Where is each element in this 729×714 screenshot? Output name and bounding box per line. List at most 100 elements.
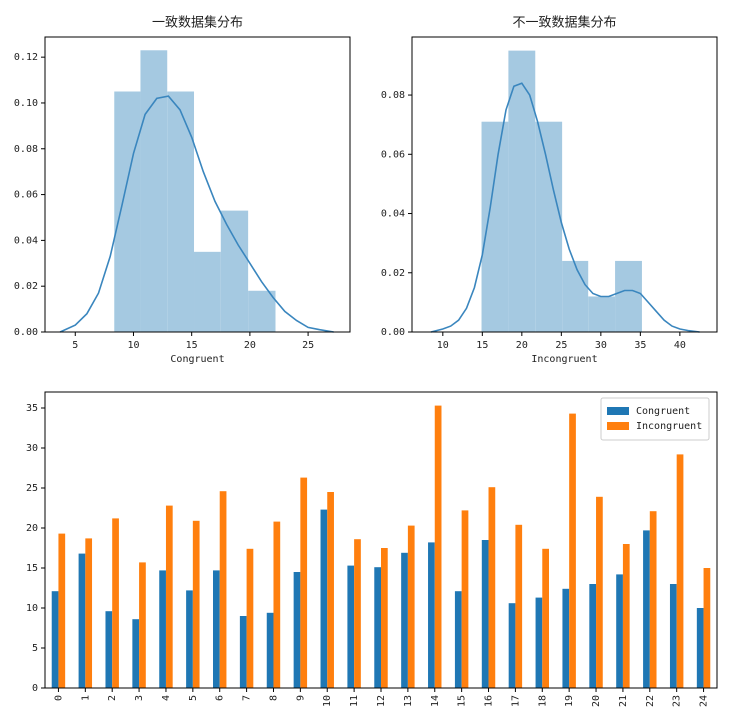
- bar: [535, 597, 543, 688]
- y-tick-label: 0.02: [381, 268, 405, 279]
- bar: [219, 491, 227, 688]
- x-tick-label: 16: [484, 695, 495, 707]
- x-tick-label: 3: [134, 695, 145, 701]
- x-tick-label: 9: [295, 695, 306, 701]
- x-axis-label: Congruent: [170, 354, 224, 365]
- bar: [703, 568, 711, 688]
- x-tick-label: 15: [186, 340, 198, 351]
- histogram-bar: [562, 260, 589, 332]
- x-tick-label: 17: [510, 695, 521, 707]
- x-tick-label: 14: [430, 695, 441, 707]
- bar: [374, 567, 381, 688]
- x-tick-label: 40: [674, 340, 686, 351]
- x-tick-label: 35: [634, 340, 646, 351]
- bar: [266, 612, 274, 688]
- bar: [354, 539, 361, 688]
- bar: [381, 548, 388, 688]
- x-tick-label: 10: [437, 340, 449, 351]
- x-tick-label: 20: [591, 695, 602, 707]
- bar: [347, 565, 355, 688]
- histogram-bar: [615, 260, 642, 332]
- bar: [165, 505, 173, 688]
- bar: [132, 619, 140, 688]
- bar: [58, 533, 66, 688]
- x-tick-label: 5: [72, 340, 78, 351]
- bar: [159, 570, 166, 688]
- y-tick-label: 0.04: [14, 235, 38, 246]
- bar: [186, 590, 193, 688]
- bar: [643, 530, 650, 688]
- bar: [320, 509, 328, 688]
- histogram-bar: [114, 91, 141, 333]
- histogram-bar: [220, 210, 249, 332]
- bar: [454, 591, 462, 688]
- bar: [649, 511, 657, 688]
- axes-frame: [44, 36, 351, 333]
- histogram-bar: [194, 251, 221, 332]
- y-tick-label: 0.08: [14, 144, 38, 155]
- x-tick-label: 23: [672, 695, 683, 707]
- chart-title: 一致数据集分布: [152, 15, 243, 31]
- y-tick-label: 0.08: [381, 90, 405, 101]
- legend-box: [600, 397, 710, 441]
- y-tick-label: 5: [32, 643, 38, 654]
- x-tick-label: 19: [564, 695, 575, 707]
- bar: [669, 584, 677, 688]
- x-tick-label: 10: [322, 695, 333, 707]
- bar: [481, 540, 489, 688]
- y-tick-label: 0.06: [14, 190, 38, 201]
- axes-frame: [411, 36, 718, 333]
- bar: [461, 510, 469, 688]
- x-tick-label: 11: [349, 695, 360, 707]
- x-tick-label: 13: [403, 695, 414, 707]
- x-tick-label: 7: [242, 695, 253, 701]
- legend-swatch: [607, 422, 629, 430]
- kde-line: [59, 95, 334, 333]
- y-tick-label: 10: [26, 603, 38, 614]
- bar: [696, 608, 704, 688]
- x-tick-label: 24: [699, 695, 710, 707]
- x-tick-label: 6: [215, 695, 226, 701]
- axes-frame: [44, 391, 718, 689]
- x-tick-label: 20: [516, 340, 528, 351]
- x-tick-label: 22: [645, 695, 656, 707]
- kde-line: [430, 82, 700, 333]
- bar: [428, 542, 435, 688]
- chart-title: 不一致数据集分布: [512, 15, 616, 31]
- histogram-bar: [167, 91, 195, 333]
- bar: [569, 413, 576, 688]
- bar: [327, 492, 334, 688]
- bar: [112, 518, 119, 688]
- bar: [542, 548, 549, 688]
- x-tick-label: 18: [537, 695, 548, 707]
- y-tick-label: 25: [26, 483, 38, 494]
- y-tick-label: 0.04: [381, 209, 405, 220]
- x-tick-label: 25: [555, 340, 567, 351]
- bar: [407, 525, 415, 688]
- y-tick-label: 15: [26, 563, 38, 574]
- bar: [51, 591, 59, 688]
- legend-swatch: [607, 407, 629, 415]
- x-tick-label: 5: [188, 695, 199, 701]
- bar: [676, 454, 684, 688]
- y-tick-label: 0.02: [14, 281, 38, 292]
- y-tick-label: 0.00: [14, 327, 38, 338]
- x-tick-label: 15: [457, 695, 468, 707]
- x-tick-label: 21: [618, 695, 629, 707]
- x-tick-label: 1: [80, 695, 91, 701]
- histogram-bar: [248, 290, 276, 332]
- y-tick-label: 0.06: [381, 149, 405, 160]
- bar: [401, 552, 408, 688]
- legend-label: Congruent: [636, 406, 690, 417]
- bar: [293, 572, 301, 688]
- bar: [488, 487, 496, 688]
- x-tick-label: 12: [376, 695, 387, 707]
- bar: [239, 616, 247, 688]
- bar: [192, 520, 200, 688]
- histogram-bar: [481, 121, 509, 332]
- bar: [85, 538, 93, 688]
- legend-label: Incongruent: [636, 421, 702, 432]
- y-tick-label: 0.00: [381, 327, 405, 338]
- y-tick-label: 0.10: [14, 98, 38, 109]
